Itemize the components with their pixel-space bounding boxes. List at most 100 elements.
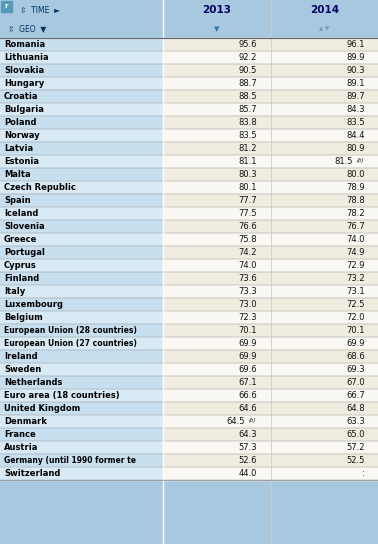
Text: 74.2: 74.2 — [239, 248, 257, 257]
Bar — [0, 168, 163, 181]
Bar — [0, 116, 163, 129]
Bar — [163, 181, 271, 194]
Bar — [163, 155, 271, 168]
Text: 80.1: 80.1 — [239, 183, 257, 192]
Bar — [163, 350, 271, 363]
Text: Italy: Italy — [4, 287, 25, 296]
Text: Euro area (18 countries): Euro area (18 countries) — [4, 391, 119, 400]
Text: 83.8: 83.8 — [238, 118, 257, 127]
Text: 96.1: 96.1 — [347, 40, 365, 49]
Bar — [271, 103, 378, 116]
Text: Portugal: Portugal — [4, 248, 45, 257]
Bar — [163, 38, 271, 51]
Text: Switzerland: Switzerland — [4, 469, 60, 478]
Bar — [163, 298, 271, 311]
Bar — [0, 64, 163, 77]
Text: 92.2: 92.2 — [239, 53, 257, 62]
Bar — [271, 51, 378, 64]
Bar — [163, 415, 271, 428]
Bar — [0, 454, 163, 467]
Bar — [0, 181, 163, 194]
Text: 73.3: 73.3 — [238, 287, 257, 296]
Text: (b): (b) — [249, 418, 256, 423]
Text: 76.6: 76.6 — [238, 222, 257, 231]
Bar — [163, 103, 271, 116]
Text: 69.9: 69.9 — [239, 352, 257, 361]
Text: 44.0: 44.0 — [239, 469, 257, 478]
Bar — [0, 129, 163, 142]
Bar — [271, 389, 378, 402]
Bar — [163, 77, 271, 90]
Bar — [163, 142, 271, 155]
Text: Czech Republic: Czech Republic — [4, 183, 76, 192]
Bar — [0, 415, 163, 428]
Text: (b): (b) — [356, 158, 364, 163]
Bar — [163, 51, 271, 64]
Text: Romania: Romania — [4, 40, 45, 49]
Text: 73.2: 73.2 — [346, 274, 365, 283]
Text: 67.1: 67.1 — [239, 378, 257, 387]
Bar — [163, 467, 271, 480]
Bar — [0, 441, 163, 454]
Bar — [0, 38, 163, 51]
Bar — [163, 363, 271, 376]
Bar — [271, 415, 378, 428]
Bar — [0, 207, 163, 220]
Bar — [271, 116, 378, 129]
Text: 66.6: 66.6 — [238, 391, 257, 400]
Bar — [0, 350, 163, 363]
Text: 85.7: 85.7 — [239, 105, 257, 114]
Bar — [271, 285, 378, 298]
Text: 73.1: 73.1 — [346, 287, 365, 296]
Bar — [271, 220, 378, 233]
Text: 81.1: 81.1 — [239, 157, 257, 166]
Text: 75.8: 75.8 — [239, 235, 257, 244]
Bar — [0, 376, 163, 389]
Bar — [271, 337, 378, 350]
Text: Bulgaria: Bulgaria — [4, 105, 44, 114]
Text: 74.0: 74.0 — [239, 261, 257, 270]
Text: European Union (27 countries): European Union (27 countries) — [4, 339, 137, 348]
Bar — [0, 51, 163, 64]
Bar — [271, 454, 378, 467]
Text: 63.3: 63.3 — [346, 417, 365, 426]
Bar — [163, 428, 271, 441]
Bar — [163, 324, 271, 337]
Text: European Union (28 countries): European Union (28 countries) — [4, 326, 137, 335]
Text: Cyprus: Cyprus — [4, 261, 37, 270]
Text: Sweden: Sweden — [4, 365, 41, 374]
Text: 70.1: 70.1 — [347, 326, 365, 335]
Bar — [271, 194, 378, 207]
Bar — [163, 441, 271, 454]
Bar — [0, 259, 163, 272]
Text: United Kingdom: United Kingdom — [4, 404, 80, 413]
Text: Spain: Spain — [4, 196, 31, 205]
Text: 90.5: 90.5 — [239, 66, 257, 75]
Bar — [0, 233, 163, 246]
Text: 73.6: 73.6 — [238, 274, 257, 283]
Text: 64.3: 64.3 — [239, 430, 257, 439]
Text: 66.7: 66.7 — [346, 391, 365, 400]
Text: Poland: Poland — [4, 118, 37, 127]
Bar — [0, 428, 163, 441]
Text: Lithuania: Lithuania — [4, 53, 49, 62]
Text: 65.0: 65.0 — [347, 430, 365, 439]
Text: 74.0: 74.0 — [347, 235, 365, 244]
Bar — [0, 285, 163, 298]
Bar — [271, 90, 378, 103]
Text: Ireland: Ireland — [4, 352, 38, 361]
Text: 64.8: 64.8 — [346, 404, 365, 413]
Bar — [271, 38, 378, 51]
Bar — [271, 350, 378, 363]
Bar — [0, 220, 163, 233]
Bar — [0, 272, 163, 285]
Bar — [163, 285, 271, 298]
Text: Slovakia: Slovakia — [4, 66, 44, 75]
Text: 88.5: 88.5 — [239, 92, 257, 101]
Text: 78.9: 78.9 — [346, 183, 365, 192]
Text: 78.2: 78.2 — [346, 209, 365, 218]
Bar — [1, 1, 12, 12]
Bar — [271, 363, 378, 376]
Bar — [163, 233, 271, 246]
Text: Belgium: Belgium — [4, 313, 43, 322]
